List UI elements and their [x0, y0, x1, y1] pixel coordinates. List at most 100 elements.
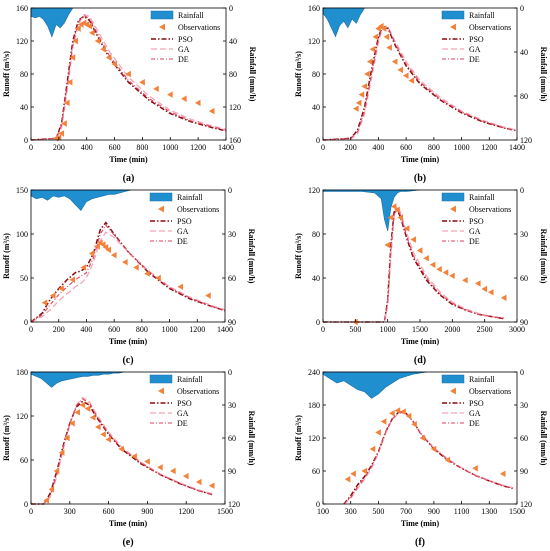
x-tick-label: 1200 — [481, 143, 497, 152]
x-axis-label: Time (min) — [401, 337, 440, 346]
y-tick-label: 180 — [16, 368, 28, 377]
observation-point — [487, 289, 494, 296]
y-tick-label: 120 — [308, 186, 320, 195]
observation-point — [58, 130, 65, 137]
x-tick-label: 600 — [103, 507, 115, 516]
observation-point — [181, 95, 187, 102]
legend-label-rain: Rainfall — [177, 193, 204, 202]
x-tick-label: 1500 — [217, 507, 233, 516]
observation-point — [89, 29, 95, 36]
y2-tick-label: 120 — [520, 500, 532, 509]
y-tick-label: 60 — [20, 456, 28, 465]
observation-point — [358, 91, 365, 98]
y-tick-label: 50 — [20, 274, 28, 283]
x-tick-label: 100 — [317, 507, 329, 516]
x-tick-label: 200 — [345, 143, 357, 152]
observation-point — [400, 408, 406, 415]
observation-point — [361, 467, 367, 475]
y2-tick-label: 0 — [520, 4, 524, 13]
x-axis-label: Time (min) — [109, 155, 148, 164]
y2-tick-label: 40 — [229, 37, 237, 46]
x-tick-label: 0 — [29, 507, 33, 516]
observation-point — [372, 33, 379, 41]
y2-tick-label: 60 — [520, 434, 528, 443]
observation-point — [394, 206, 400, 213]
y2-axis-label: Rainfall (mm/h) — [539, 411, 548, 466]
x-axis-label: Time (min) — [401, 519, 440, 528]
x-tick-label: 400 — [81, 143, 93, 152]
y-axis-label: Runoff (m³/s) — [2, 233, 11, 279]
y2-axis-label: Rainfall (mm/h) — [539, 229, 548, 284]
observation-point — [99, 241, 106, 248]
y-axis-label: Runoff (m³/s) — [294, 233, 303, 279]
observation-point — [361, 83, 367, 90]
observation-point — [397, 66, 403, 74]
y2-tick-label: 0 — [520, 368, 524, 377]
chart-panel-b: 0 200 400 600 800 1000 1200 1400 0 40 80 120 160 0 40 8… — [294, 4, 548, 184]
legend-label-pso: PSO — [469, 35, 484, 44]
y2-tick-label: 90 — [520, 467, 528, 476]
y-tick-label: 0 — [316, 500, 320, 509]
observation-point — [472, 465, 478, 472]
x-tick-label: 1100 — [454, 507, 470, 516]
legend-swatch-obs — [450, 23, 456, 31]
x-tick-label: 1200 — [189, 325, 205, 334]
x-tick-label: 900 — [428, 507, 440, 516]
legend-label-rain: Rainfall — [469, 11, 496, 20]
observation-point — [405, 412, 412, 420]
legend-swatch-rain — [149, 374, 173, 384]
legend-label-obs: Observations — [469, 23, 511, 32]
observation-point — [43, 497, 49, 504]
rainfall-area — [322, 7, 366, 38]
legend-label-de: DE — [469, 55, 480, 64]
panel-label: (d) — [414, 355, 426, 366]
observation-point — [475, 280, 481, 287]
legend-swatch-rain — [150, 10, 174, 20]
observation-point — [86, 22, 92, 30]
observation-point — [369, 445, 376, 453]
observation-point — [355, 99, 362, 107]
legend-label-rain: Rainfall — [178, 11, 205, 20]
observation-point — [366, 58, 373, 65]
x-tick-label: 600 — [109, 143, 121, 152]
observation-point — [72, 37, 78, 45]
chart-panel-f: 100 300 500 700 900 1100 1300 1500 0 60 120 180 240 0… — [294, 368, 548, 548]
panel-label: (a) — [123, 173, 135, 184]
observation-point — [105, 436, 111, 443]
y2-axis-label: Rainfall (mm/h) — [248, 47, 257, 102]
series-pso-line — [30, 15, 227, 141]
observation-point — [167, 91, 173, 98]
legend-label-pso: PSO — [177, 217, 192, 226]
series-pso-line — [30, 221, 226, 323]
observation-point — [481, 285, 488, 293]
observation-point — [194, 99, 201, 107]
legend-label-ga: GA — [469, 227, 481, 236]
x-tick-label: 800 — [428, 143, 440, 152]
observation-point — [105, 54, 112, 61]
y2-tick-label: 0 — [228, 186, 232, 195]
y-axis-label: Runoff (m³/s) — [294, 415, 303, 461]
legend-label-de: DE — [469, 419, 480, 428]
panel-label: (f) — [415, 537, 425, 548]
observation-point — [105, 246, 111, 254]
x-tick-label: 1400 — [509, 143, 525, 152]
y-tick-label: 160 — [308, 4, 320, 13]
y-axis-label: Runoff (m³/s) — [2, 51, 11, 97]
y-tick-label: 0 — [316, 318, 320, 327]
rainfall-area — [322, 189, 421, 232]
legend-label-rain: Rainfall — [469, 375, 496, 384]
observation-point — [64, 434, 70, 442]
x-tick-label: 300 — [64, 507, 76, 516]
y2-tick-label: 30 — [228, 401, 236, 410]
x-tick-label: 400 — [80, 325, 92, 334]
legend-label-obs: Observations — [469, 387, 511, 396]
observation-point — [74, 409, 80, 416]
y2-tick-label: 60 — [520, 274, 528, 283]
observation-point — [195, 478, 202, 486]
y2-tick-label: 30 — [228, 230, 236, 239]
observation-point — [183, 472, 189, 480]
x-tick-label: 1400 — [218, 143, 234, 152]
observation-point — [94, 243, 100, 250]
series-de-line — [30, 14, 227, 141]
